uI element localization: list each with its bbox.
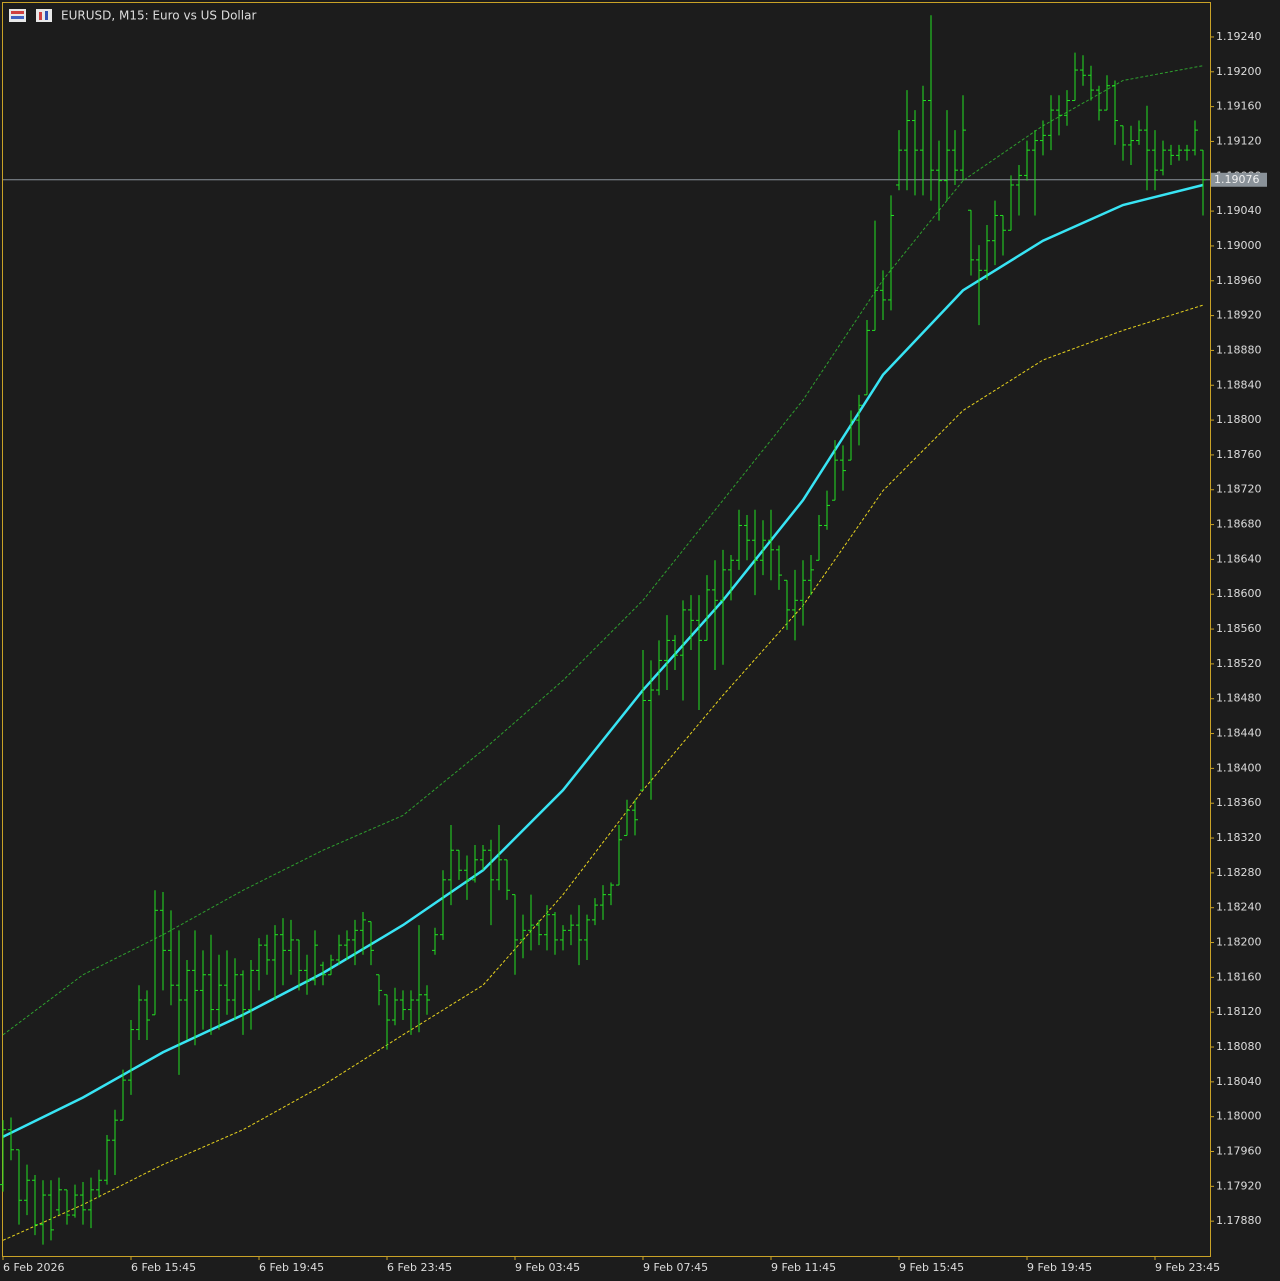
icon (45, 11, 48, 20)
y-tick-label: 1.17880 (1216, 1214, 1262, 1227)
y-tick-label: 1.18680 (1216, 518, 1262, 531)
indicator-line (2, 304, 1204, 1241)
y-tick-label: 1.18120 (1216, 1005, 1262, 1018)
current-price-label: 1.19076 (1214, 173, 1260, 186)
x-tick-label: 9 Feb 19:45 (1027, 1261, 1092, 1274)
y-tick-label: 1.18520 (1216, 657, 1262, 670)
y-tick-label: 1.18440 (1216, 727, 1262, 740)
y-tick-label: 1.19240 (1216, 30, 1262, 43)
y-tick-label: 1.19040 (1216, 204, 1262, 217)
icon (11, 11, 24, 14)
x-tick-label: 6 Feb 19:45 (259, 1261, 324, 1274)
y-tick-label: 1.18240 (1216, 901, 1262, 914)
x-tick-label: 9 Feb 11:45 (771, 1261, 836, 1274)
y-tick-label: 1.18960 (1216, 274, 1262, 287)
icon (36, 9, 52, 22)
x-tick-label: 6 Feb 15:45 (131, 1261, 196, 1274)
y-tick-label: 1.18840 (1216, 378, 1262, 391)
y-tick-label: 1.18920 (1216, 309, 1262, 322)
y-tick-label: 1.17920 (1216, 1179, 1262, 1192)
x-tick-label: 9 Feb 03:45 (515, 1261, 580, 1274)
x-tick-label: 6 Feb 2026 (3, 1261, 64, 1274)
y-tick-label: 1.19200 (1216, 65, 1262, 78)
icon (11, 16, 24, 19)
current-price-box (1211, 172, 1267, 187)
x-tick-label: 9 Feb 15:45 (899, 1261, 964, 1274)
x-tick-label: 6 Feb 23:45 (387, 1261, 452, 1274)
y-tick-label: 1.18480 (1216, 692, 1262, 705)
y-tick-label: 1.18760 (1216, 448, 1262, 461)
y-tick-label: 1.18560 (1216, 622, 1262, 635)
y-tick-label: 1.17960 (1216, 1145, 1262, 1158)
chart-title: EURUSD, M15: Euro vs US Dollar (61, 9, 256, 23)
y-tick-label: 1.18040 (1216, 1075, 1262, 1088)
y-tick-label: 1.19160 (1216, 100, 1262, 113)
y-tick-label: 1.18640 (1216, 552, 1262, 565)
y-tick-label: 1.18600 (1216, 587, 1262, 600)
y-tick-label: 1.18160 (1216, 970, 1262, 983)
indicator-line (2, 183, 1204, 1138)
indicator-line (2, 65, 1204, 1036)
y-tick-label: 1.18320 (1216, 831, 1262, 844)
chart-icons (9, 9, 52, 22)
y-tick-label: 1.19000 (1216, 239, 1262, 252)
y-tick-label: 1.18360 (1216, 796, 1262, 809)
icon (9, 9, 26, 22)
y-tick-label: 1.18000 (1216, 1110, 1262, 1123)
y-tick-label: 1.18720 (1216, 483, 1262, 496)
x-tick-label: 9 Feb 23:45 (1155, 1261, 1220, 1274)
y-tick-label: 1.19120 (1216, 134, 1262, 147)
x-tick-label: 9 Feb 07:45 (643, 1261, 708, 1274)
y-tick-label: 1.18400 (1216, 761, 1262, 774)
y-tick-label: 1.18880 (1216, 343, 1262, 356)
icon (39, 12, 42, 20)
y-tick-label: 1.18200 (1216, 936, 1262, 949)
y-tick-label: 1.18280 (1216, 866, 1262, 879)
y-tick-label: 1.18800 (1216, 413, 1262, 426)
y-tick-label: 1.18080 (1216, 1040, 1262, 1053)
